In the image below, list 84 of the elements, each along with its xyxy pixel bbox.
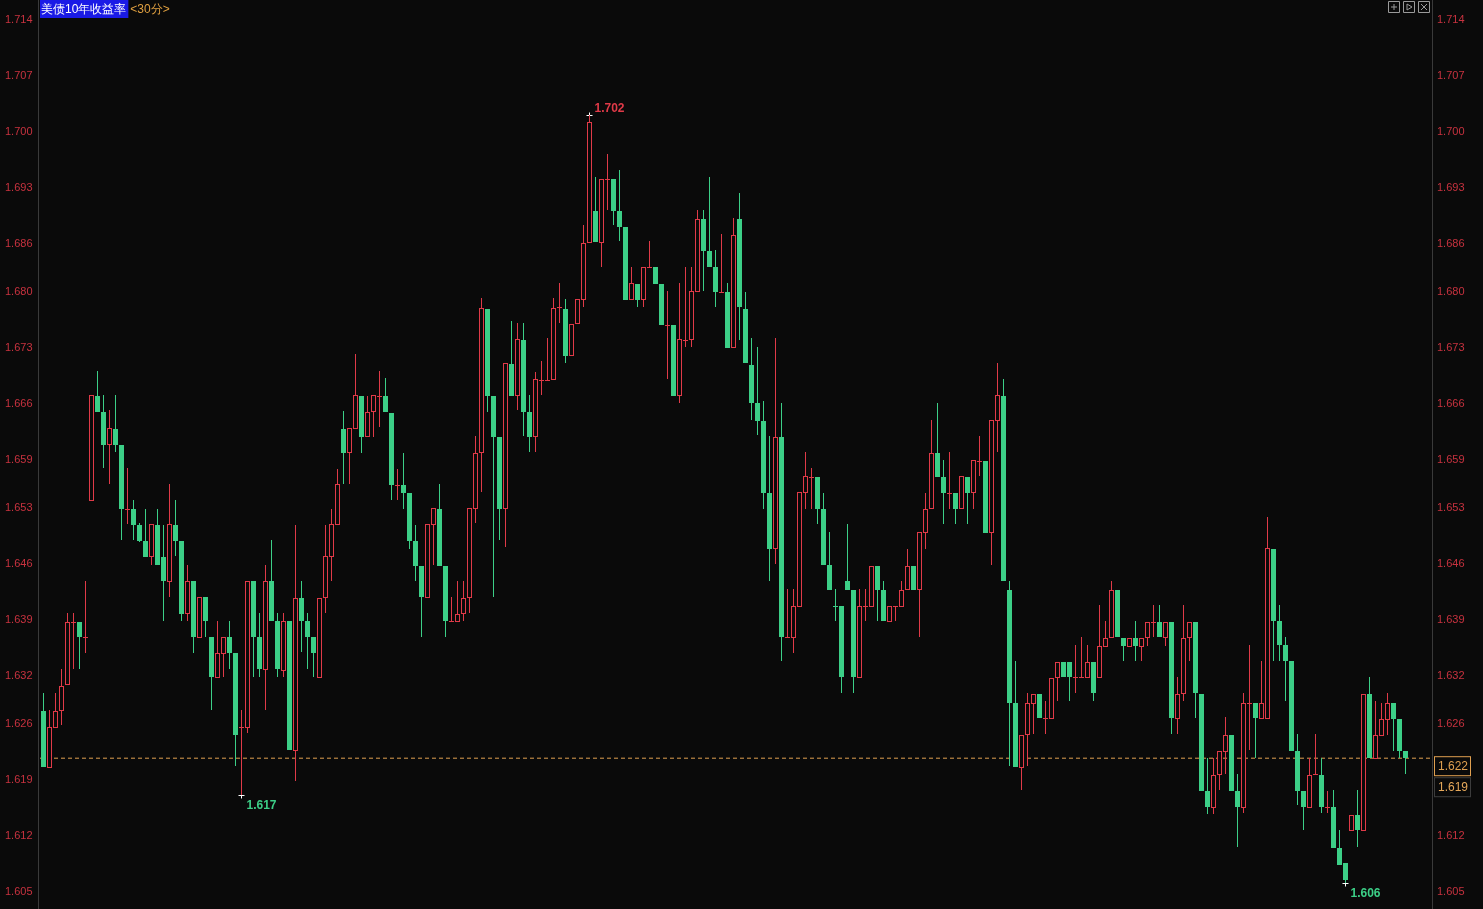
y2-tick-label: 1.612 — [1437, 829, 1465, 841]
candlestick — [1235, 773, 1240, 848]
candlestick — [947, 451, 952, 510]
candlestick — [83, 580, 88, 654]
candlestick — [1138, 637, 1145, 662]
y-tick-label: 1.666 — [5, 397, 33, 409]
candlestick — [707, 176, 712, 268]
ref-line-label: 1.622 — [1438, 759, 1469, 774]
candlestick — [1403, 750, 1408, 775]
y-tick-label: 1.673 — [5, 341, 33, 353]
y-tick-label: 1.707 — [5, 69, 33, 81]
candlestick — [401, 452, 406, 510]
chart-subtitle: <30分> — [130, 2, 170, 16]
annotation: 1.702 — [594, 100, 625, 115]
candlestick — [1391, 702, 1396, 752]
candlestick — [1157, 604, 1162, 638]
candlestick — [875, 565, 880, 622]
y-tick-label: 1.619 — [5, 773, 33, 785]
candlestick — [1133, 620, 1138, 662]
candlestick — [173, 499, 178, 557]
candlestick — [1121, 637, 1126, 662]
y2-tick-label: 1.707 — [1437, 69, 1465, 81]
y-tick-label: 1.626 — [5, 717, 33, 729]
y-tick-label: 1.680 — [5, 285, 33, 297]
candlestick — [1283, 636, 1288, 702]
candlestick — [143, 508, 148, 558]
candlestick — [113, 394, 118, 453]
candlestick — [1325, 790, 1330, 814]
candlestick — [557, 282, 562, 324]
candlestick — [1301, 790, 1306, 831]
y-tick-label: 1.605 — [5, 885, 33, 897]
y2-tick-label: 1.700 — [1437, 125, 1465, 137]
candlestick — [383, 377, 388, 413]
candlestick — [1355, 789, 1360, 848]
candlestick — [311, 636, 316, 678]
candlestick — [953, 492, 958, 525]
y2-tick-label: 1.673 — [1437, 341, 1465, 353]
y2-tick-label: 1.605 — [1437, 885, 1465, 897]
y-tick-label: 1.646 — [5, 557, 33, 569]
y-tick-label: 1.659 — [5, 453, 33, 465]
y-tick-label: 1.714 — [5, 13, 33, 25]
y-tick-label: 1.686 — [5, 237, 33, 249]
candlestick — [1253, 702, 1258, 759]
y2-tick-label: 1.639 — [1437, 613, 1465, 625]
candlestick — [305, 612, 310, 670]
candlestick — [125, 467, 130, 525]
candlestick — [95, 370, 100, 413]
candlestick — [203, 596, 208, 638]
chart-title: 美债10年收益率 — [41, 2, 127, 16]
y-tick-label: 1.693 — [5, 181, 33, 193]
candlestick — [131, 499, 136, 541]
candlestick — [845, 523, 850, 591]
candlestick — [941, 459, 946, 525]
candlestick — [137, 522, 142, 543]
candlestick — [227, 620, 232, 670]
y2-tick-label: 1.659 — [1437, 453, 1465, 465]
candlestick — [965, 476, 970, 525]
y-tick-label: 1.632 — [5, 669, 33, 681]
y2-tick-label: 1.626 — [1437, 717, 1465, 729]
candlestick — [755, 346, 760, 436]
candlestick — [617, 169, 622, 242]
y2-tick-label: 1.653 — [1437, 501, 1465, 513]
candlestick — [299, 580, 304, 653]
candlestick — [395, 468, 400, 501]
annotation: 1.606 — [1350, 885, 1381, 900]
y2-tick-label: 1.686 — [1437, 237, 1465, 249]
candlestick — [719, 233, 724, 293]
candlestick — [665, 290, 670, 380]
y2-tick-label: 1.666 — [1437, 397, 1465, 409]
candlestick — [935, 402, 940, 478]
candlestick — [1277, 604, 1282, 662]
y2-tick-label: 1.632 — [1437, 669, 1465, 681]
candlestick — [1205, 757, 1210, 815]
candlestick — [77, 621, 82, 670]
y2-tick-label: 1.714 — [1437, 13, 1465, 25]
y-tick-label: 1.612 — [5, 829, 33, 841]
y2-tick-label: 1.693 — [1437, 181, 1465, 193]
text: 1.619 — [1438, 780, 1469, 795]
annotation: 1.617 — [246, 797, 277, 812]
y-tick-label: 1.653 — [5, 501, 33, 513]
y-tick-label: 1.639 — [5, 613, 33, 625]
y2-tick-label: 1.680 — [1437, 285, 1465, 297]
y-tick-label: 1.700 — [5, 125, 33, 137]
y2-tick-label: 1.646 — [1437, 557, 1465, 569]
